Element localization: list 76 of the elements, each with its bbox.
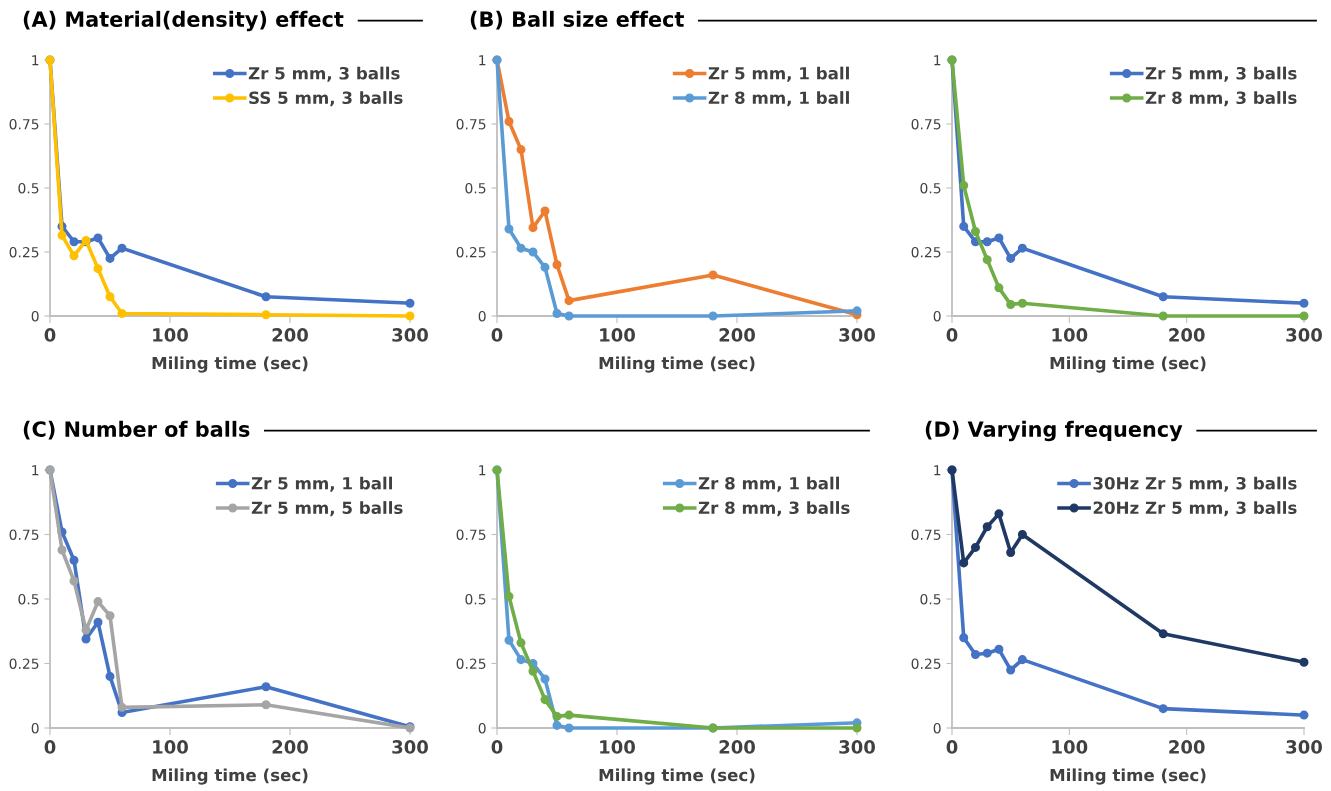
y-tick-label: 0 (31, 722, 39, 734)
x-tick-label: 0 (491, 740, 503, 754)
chart-title: (C) Number of balls (23, 420, 250, 440)
legend-label: Zr 5 mm, 1 ball (708, 66, 849, 82)
x-tick-label: 0 (44, 740, 56, 754)
y-tick-label: 0.5 (465, 182, 486, 194)
y-tick-label: 1 (934, 55, 941, 66)
y-tick-label: 0.5 (465, 593, 486, 605)
x-tick-label: 100 (1052, 328, 1088, 342)
y-tick-label: 0 (478, 310, 486, 322)
legend-label: Zr 8 mm, 1 ball (708, 91, 849, 107)
y-tick-label: 0.75 (456, 529, 486, 540)
x-tick-label: 200 (272, 328, 308, 342)
legend-label: SS 5 mm, 3 balls (249, 91, 403, 107)
legend-label: Zr 8 mm, 3 balls (698, 501, 850, 517)
x-axis-title: Miling time (sec) (1050, 768, 1206, 785)
y-tick-label: 0 (933, 310, 941, 322)
legend-label: Zr 5 mm, 1 ball (251, 476, 393, 492)
y-tick-label: 0.5 (18, 182, 39, 194)
y-tick-label: 0.75 (9, 529, 39, 540)
x-tick-label: 300 (1286, 740, 1322, 754)
x-tick-label: 0 (44, 328, 56, 342)
x-tick-label: 200 (272, 740, 308, 754)
x-axis-title: Miling time (sec) (1050, 356, 1206, 373)
legend-label: 30Hz Zr 5 mm, 3 balls (1093, 476, 1297, 492)
x-axis-title: Miling time (sec) (152, 356, 308, 373)
y-tick-label: 0.25 (911, 246, 941, 258)
x-tick-label: 100 (1052, 740, 1088, 754)
y-tick-label: 0.75 (911, 529, 941, 540)
x-tick-label: 100 (600, 740, 635, 754)
y-tick-label: 1 (32, 55, 39, 66)
y-tick-label: 0.25 (456, 246, 486, 258)
x-tick-label: 300 (1286, 328, 1322, 342)
y-tick-label: 0.25 (456, 658, 486, 669)
x-tick-label: 0 (946, 328, 958, 342)
chart-title: (D) Varying frequency (925, 420, 1183, 442)
chart-title: (B) Ball size effect (470, 10, 684, 30)
legend-label: Zr 5 mm, 3 balls (248, 66, 400, 82)
x-axis-title: Miling time (sec) (599, 356, 755, 373)
y-tick-label: 0 (31, 310, 39, 322)
legend-label: Zr 5 mm, 3 balls (1145, 66, 1297, 82)
legend-label: Zr 8 mm, 3 balls (1145, 91, 1297, 107)
x-axis-title: Miling time (sec) (152, 768, 308, 785)
x-tick-label: 300 (392, 740, 428, 754)
y-tick-label: 0.25 (9, 658, 39, 669)
x-tick-label: 0 (946, 740, 958, 754)
y-tick-label: 0 (478, 722, 486, 734)
x-tick-label: 100 (600, 328, 635, 342)
x-axis-title: Miling time (sec) (599, 768, 755, 785)
x-tick-label: 100 (153, 328, 188, 342)
y-tick-label: 0.25 (911, 658, 941, 669)
x-tick-label: 0 (491, 328, 503, 342)
y-tick-label: 1 (479, 55, 486, 66)
y-tick-label: 0.75 (9, 118, 39, 130)
x-tick-label: 200 (719, 740, 755, 754)
x-tick-label: 300 (392, 328, 428, 342)
y-tick-label: 1 (32, 465, 39, 476)
y-tick-label: 0.5 (920, 182, 941, 194)
x-tick-label: 200 (1169, 328, 1205, 342)
y-tick-label: 0.75 (911, 118, 941, 130)
x-tick-label: 100 (153, 740, 188, 754)
y-tick-label: 0.25 (9, 246, 39, 258)
x-tick-label: 300 (839, 328, 875, 342)
y-tick-label: 1 (479, 465, 486, 476)
y-tick-label: 1 (934, 465, 941, 476)
y-tick-label: 0.5 (18, 593, 39, 605)
x-tick-label: 200 (719, 328, 755, 342)
x-tick-label: 200 (1169, 740, 1205, 754)
x-tick-label: 300 (839, 740, 875, 754)
y-tick-label: 0.5 (920, 593, 941, 605)
y-tick-label: 0.75 (456, 118, 486, 130)
legend-label: Zr 8 mm, 1 ball (698, 476, 840, 492)
legend-label: Zr 5 mm, 5 balls (251, 501, 403, 517)
y-tick-label: 0 (933, 722, 941, 734)
legend-label: 20Hz Zr 5 mm, 3 balls (1093, 501, 1297, 517)
chart-title: (A) Material(density) effect (23, 10, 344, 32)
